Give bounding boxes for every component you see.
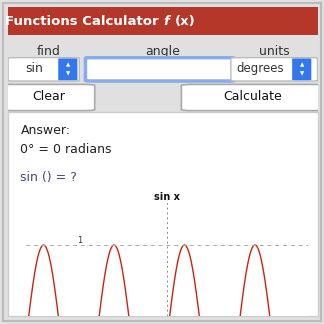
- Text: (x): (x): [175, 15, 195, 28]
- Text: Trigonometric Functions Calculator: Trigonometric Functions Calculator: [0, 15, 163, 28]
- Title: sin x: sin x: [154, 192, 180, 202]
- Text: degrees: degrees: [237, 62, 284, 75]
- FancyBboxPatch shape: [2, 85, 95, 110]
- Text: Answer:: Answer:: [20, 124, 71, 137]
- FancyBboxPatch shape: [231, 58, 318, 81]
- Text: f: f: [163, 15, 169, 28]
- Text: Clear: Clear: [32, 90, 65, 103]
- Text: sin: sin: [26, 62, 43, 75]
- Text: Calculate: Calculate: [223, 90, 282, 103]
- Text: 0° = 0 radians: 0° = 0 radians: [20, 143, 112, 156]
- Text: angle: angle: [145, 45, 180, 58]
- FancyBboxPatch shape: [58, 58, 77, 80]
- Text: sin () = ?: sin () = ?: [20, 171, 77, 184]
- FancyBboxPatch shape: [292, 58, 311, 80]
- Text: ▼: ▼: [66, 72, 70, 76]
- Text: 1: 1: [77, 236, 82, 245]
- FancyBboxPatch shape: [8, 58, 79, 81]
- Text: ▲: ▲: [66, 62, 70, 67]
- Text: find: find: [36, 45, 60, 58]
- Text: units: units: [259, 45, 290, 58]
- Text: ▲: ▲: [300, 62, 304, 67]
- FancyBboxPatch shape: [181, 85, 324, 110]
- FancyBboxPatch shape: [86, 58, 234, 81]
- Text: ▼: ▼: [300, 72, 304, 76]
